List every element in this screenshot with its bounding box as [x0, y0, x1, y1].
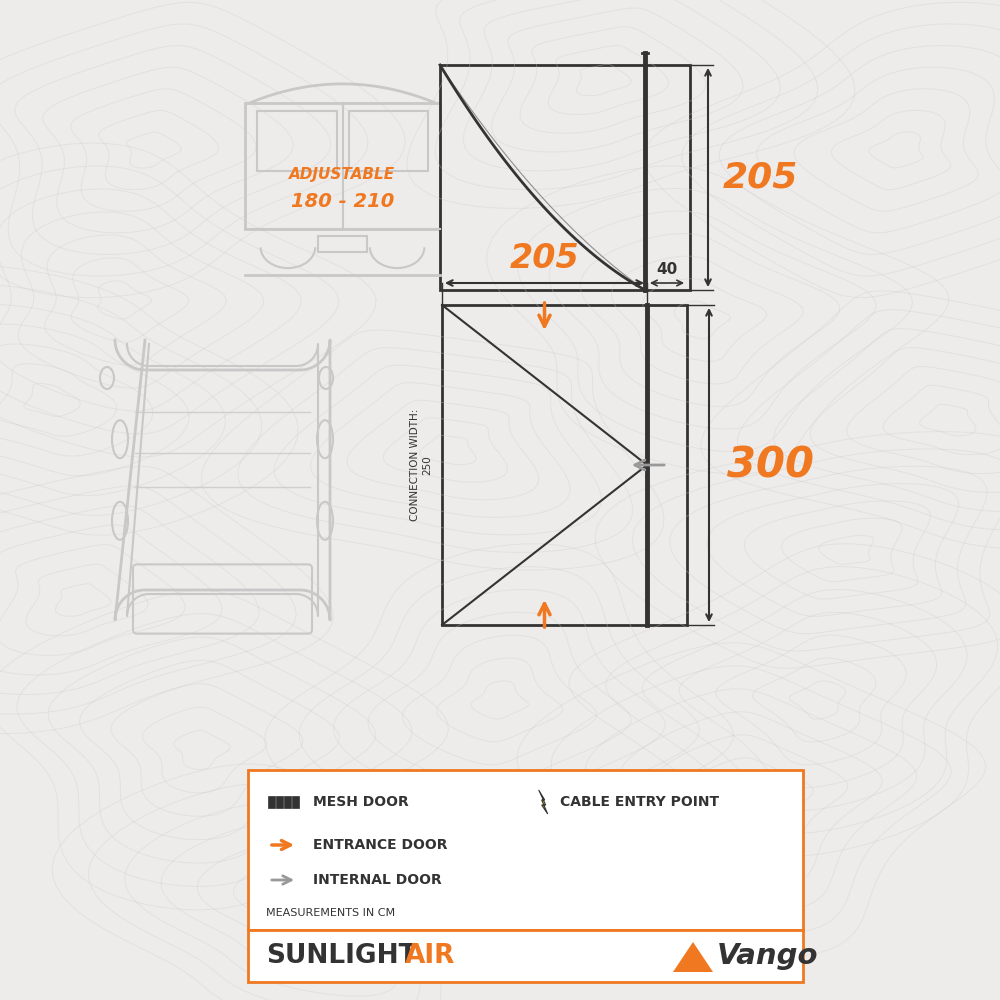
Bar — [440, 65, 690, 290]
Bar — [292, 796, 299, 808]
Text: 205: 205 — [723, 160, 798, 194]
Bar — [245, 103, 440, 229]
Text: Vango: Vango — [717, 942, 818, 970]
Text: INTERNAL DOOR: INTERNAL DOOR — [313, 873, 442, 887]
Text: 205: 205 — [510, 242, 579, 275]
Text: CABLE ENTRY POINT: CABLE ENTRY POINT — [560, 795, 719, 809]
Text: MEASUREMENTS IN CM: MEASUREMENTS IN CM — [266, 908, 395, 918]
Text: CONNECTION WIDTH:
250: CONNECTION WIDTH: 250 — [410, 409, 432, 521]
Text: MESH DOOR: MESH DOOR — [313, 795, 409, 809]
Text: 40: 40 — [656, 262, 678, 277]
Bar — [276, 796, 283, 808]
Bar — [257, 111, 336, 171]
Bar — [284, 796, 291, 808]
Text: 180 - 210: 180 - 210 — [291, 192, 394, 211]
Text: SUNLIGHT: SUNLIGHT — [266, 943, 417, 969]
Text: ADJUSTABLE: ADJUSTABLE — [289, 167, 396, 182]
Bar — [248, 770, 803, 930]
Polygon shape — [539, 790, 548, 814]
Bar — [268, 796, 275, 808]
Text: 300: 300 — [727, 444, 814, 486]
Text: AIR: AIR — [405, 943, 455, 969]
Bar — [318, 236, 367, 252]
Bar — [349, 111, 428, 171]
Bar — [442, 305, 687, 625]
Bar — [248, 930, 803, 982]
Text: ENTRANCE DOOR: ENTRANCE DOOR — [313, 838, 448, 852]
Polygon shape — [673, 942, 713, 972]
